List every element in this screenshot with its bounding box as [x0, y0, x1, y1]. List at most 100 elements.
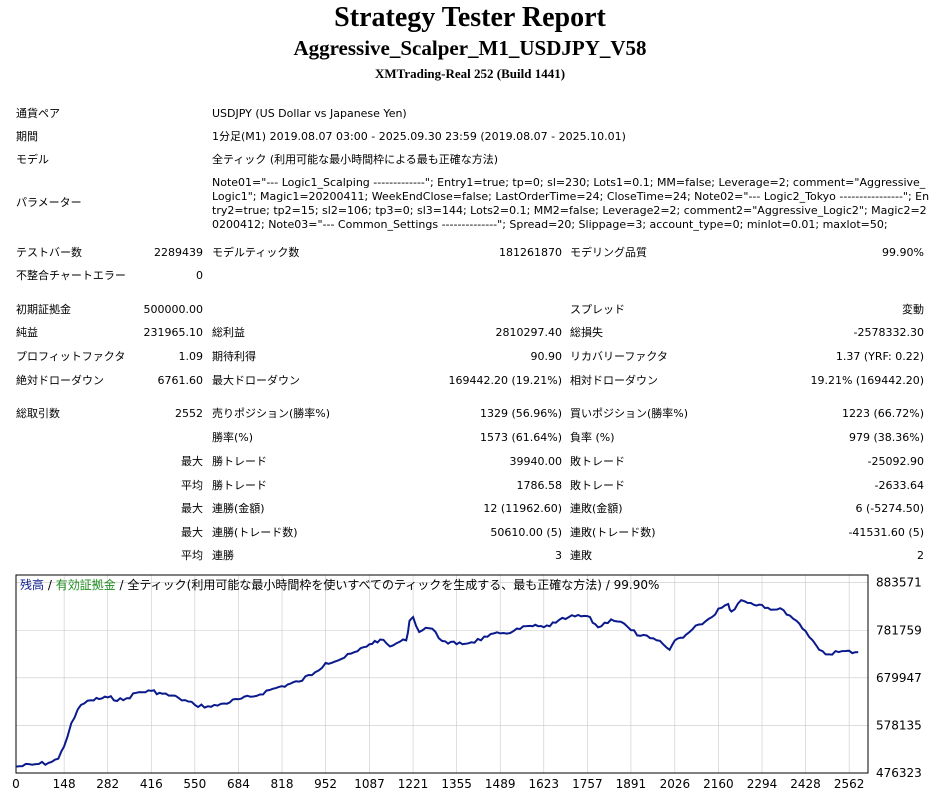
expected-payoff-label: 期待利得 [212, 350, 256, 363]
x-tick-label: 1489 [485, 777, 516, 791]
abs-drawdown-label: 絶対ドローダウン [16, 374, 104, 387]
x-tick-label: 1757 [572, 777, 603, 791]
avg-label: 平均 [181, 479, 203, 492]
rel-drawdown-value: 19.21% (169442.20) [810, 374, 924, 387]
ticks-label: モデルティック数 [212, 246, 300, 259]
max-drawdown-value: 169442.20 (19.21%) [448, 374, 562, 387]
deposit-value: 500000.00 [143, 303, 204, 316]
total-trades-value: 2552 [175, 407, 203, 420]
deposit-label: 初期証拠金 [16, 303, 71, 316]
avg-cons-wins-label: 連勝 [212, 549, 234, 562]
x-tick-label: 2562 [834, 777, 865, 791]
cons-profit-label: 連勝(トレード数) [212, 526, 298, 539]
win-rate-label: 勝率(%) [212, 431, 254, 444]
model-label: モデル [16, 153, 49, 166]
x-tick-label: 684 [227, 777, 250, 791]
cons-profit-value: 50610.00 (5) [490, 526, 562, 539]
long-positions-label: 買いポジション(勝率%) [570, 407, 689, 420]
bars-value: 2289439 [154, 246, 203, 259]
recovery-factor-value: 1.37 (YRF: 0.22) [835, 350, 924, 363]
recovery-factor-label: リカバリーファクタ [570, 350, 668, 363]
y-tick-label: 883571 [876, 576, 922, 590]
max-label: 最大 [181, 455, 203, 468]
expected-payoff-value: 90.90 [530, 350, 563, 363]
x-tick-label: 148 [53, 777, 76, 791]
x-tick-label: 952 [314, 777, 337, 791]
cons-loss-label: 連敗(トレード数) [570, 526, 656, 539]
x-tick-label: 416 [140, 777, 163, 791]
balance-line [15, 599, 859, 768]
avg-cons-wins-value: 3 [555, 549, 562, 562]
gross-profit-label: 総利益 [212, 326, 245, 339]
avg-loss-value: -2633.64 [874, 479, 924, 492]
profit-factor-value: 1.09 [178, 350, 204, 363]
symbol-value: USDJPY (US Dollar vs Japanese Yen) [212, 107, 407, 120]
ticks-value: 181261870 [499, 246, 562, 259]
x-tick-label: 2160 [703, 777, 734, 791]
short-positions-value: 1329 (56.96%) [479, 407, 562, 420]
largest-win-value: 39940.00 [509, 455, 563, 468]
net-profit-label: 純益 [16, 326, 38, 339]
bars-label: テストバー数 [16, 246, 82, 259]
legend-quality: 99.90% [614, 578, 660, 592]
x-tick-label: 2294 [747, 777, 778, 791]
y-axis: 883571 781759 679947 578135 476323 [876, 576, 922, 780]
report-subtitle: Aggressive_Scalper_M1_USDJPY_V58 [293, 36, 647, 60]
period-label: 期間 [16, 130, 38, 143]
avg-cons-losses-value: 2 [917, 549, 924, 562]
y-tick-label: 679947 [876, 671, 922, 685]
gross-loss-value: -2578332.30 [853, 326, 924, 339]
spread-value: 変動 [902, 303, 924, 316]
x-tick-label: 2428 [790, 777, 821, 791]
legend-equity: 有効証拠金 [56, 577, 116, 592]
avg-win-label: 勝トレード [212, 479, 267, 492]
params-value: Note01="--- Logic1_Scalping ------------… [212, 176, 930, 231]
y-tick-label: 476323 [876, 766, 922, 780]
server-info: XMTrading-Real 252 (Build 1441) [374, 66, 566, 81]
model-value: 全ティック (利用可能な最小時間枠による最も正確な方法) [212, 153, 499, 166]
largest-win-label: 勝トレード [212, 455, 267, 468]
x-tick-label: 2026 [660, 777, 691, 791]
quality-label: モデリング品質 [570, 246, 647, 259]
avg-win-value: 1786.58 [516, 479, 563, 492]
win-rate-value: 1573 (61.64%) [479, 431, 562, 444]
avg-loss-label: 敗トレード [570, 479, 625, 492]
x-tick-label: 818 [271, 777, 294, 791]
report-title: Strategy Tester Report [334, 2, 606, 33]
y-tick-label: 781759 [876, 623, 922, 637]
x-tick-label: 282 [96, 777, 119, 791]
gross-loss-label: 総損失 [570, 326, 603, 339]
loss-rate-value: 979 (38.36%) [848, 431, 924, 444]
legend-sep: / [44, 578, 56, 592]
legend-sep: / [602, 578, 614, 592]
largest-loss-value: -25092.90 [867, 455, 924, 468]
x-tick-label: 1221 [398, 777, 429, 791]
avg-label: 平均 [181, 549, 203, 562]
x-axis: 0 148 282 416 550 684 818 952 1087 1221 1355 1489 16… [12, 777, 864, 791]
gross-profit-value: 2810297.40 [495, 326, 562, 339]
rel-drawdown-label: 相対ドローダウン [570, 374, 658, 387]
legend-sep: / [116, 578, 128, 592]
cons-wins-label: 連勝(金額) [212, 502, 265, 515]
mismatch-value: 0 [196, 269, 203, 282]
chart-grid [15, 575, 868, 774]
largest-loss-label: 敗トレード [570, 455, 625, 468]
y-tick-label: 578135 [876, 718, 922, 732]
x-tick-label: 0 [12, 777, 20, 791]
quality-value: 99.90% [882, 246, 924, 259]
loss-rate-label: 負率 (%) [570, 431, 615, 444]
params-label: パラメーター [16, 196, 82, 209]
avg-cons-losses-label: 連敗 [570, 549, 592, 562]
svg-text:残高 / 有効証拠金 / 全ティック(利用可能な最小時間枠を: 残高 / 有効証拠金 / 全ティック(利用可能な最小時間枠を使いすべてのティック… [20, 577, 659, 592]
net-profit-value: 231965.10 [143, 326, 204, 339]
x-tick-label: 550 [183, 777, 206, 791]
profit-factor-label: プロフィットファクタ [16, 350, 126, 363]
total-trades-label: 総取引数 [16, 407, 60, 420]
short-positions-label: 売りポジション(勝率%) [212, 407, 331, 420]
legend-balance: 残高 [20, 577, 44, 592]
x-tick-label: 1355 [441, 777, 472, 791]
legend-model: 全ティック(利用可能な最小時間枠を使いすべてのティックを生成する、最も正確な方法… [127, 577, 602, 592]
max-drawdown-label: 最大ドローダウン [212, 374, 300, 387]
balance-chart: 残高 / 有効証拠金 / 全ティック(利用可能な最小時間枠を使いすべてのティック… [12, 574, 922, 791]
chart-frame [15, 574, 869, 774]
